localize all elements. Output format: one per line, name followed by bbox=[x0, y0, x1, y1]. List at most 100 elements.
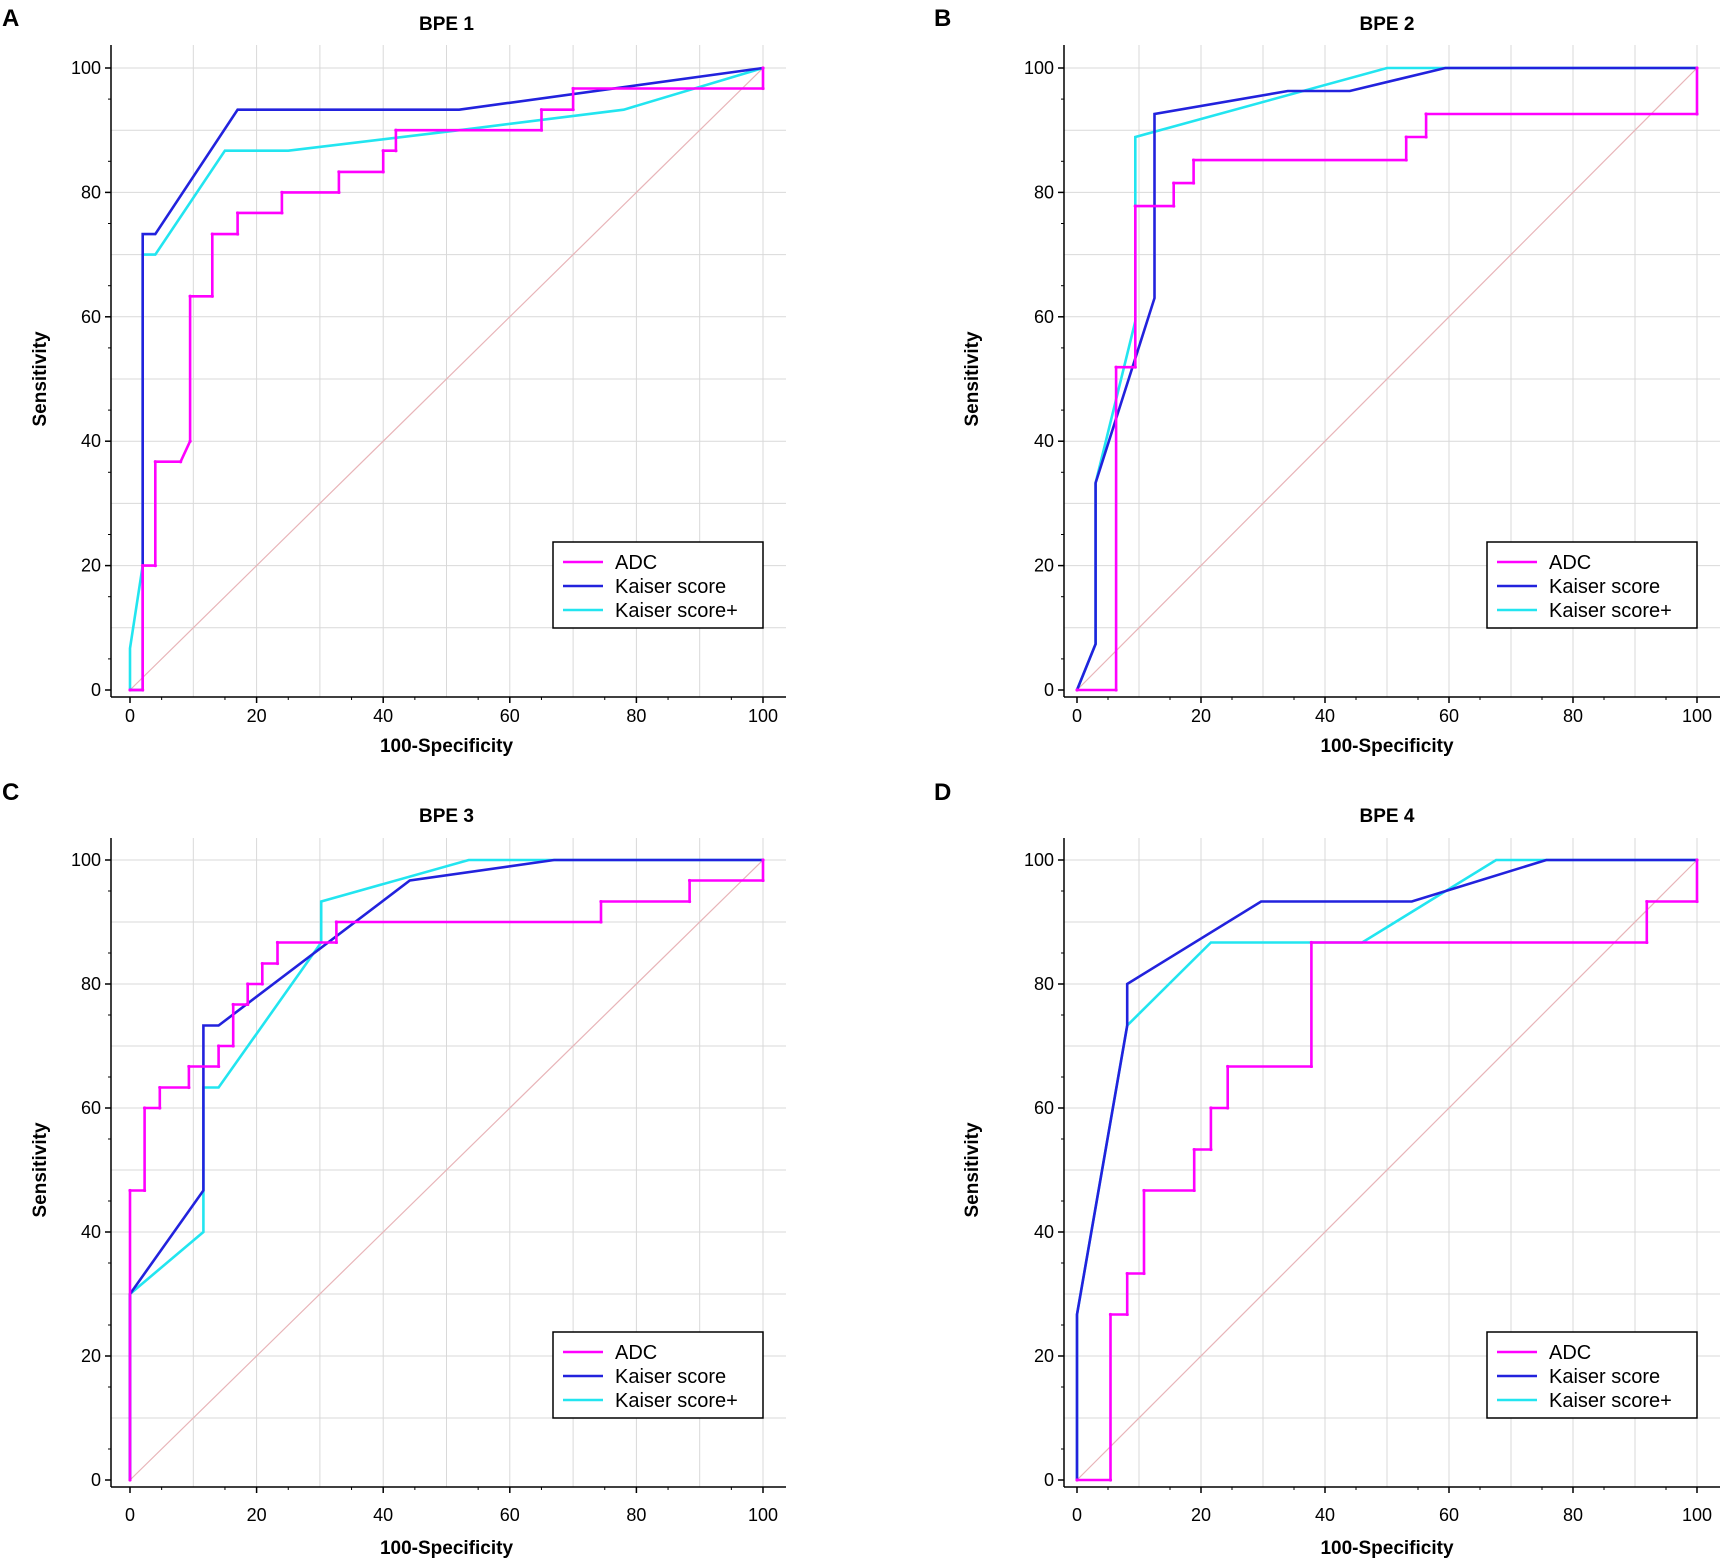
legend-label: Kaiser score bbox=[615, 576, 726, 598]
series-point bbox=[1209, 1147, 1213, 1152]
series-line-adc bbox=[130, 68, 765, 692]
y-tick-label: 40 bbox=[1034, 1222, 1054, 1242]
y-tick-label: 40 bbox=[1034, 431, 1054, 451]
y-tick-label: 80 bbox=[1034, 182, 1054, 202]
series-point bbox=[1309, 1064, 1313, 1069]
series-point bbox=[1424, 112, 1428, 116]
y-tick-label: 60 bbox=[1034, 1098, 1054, 1118]
series-point bbox=[1172, 204, 1176, 208]
y-tick-label: 40 bbox=[81, 1222, 101, 1242]
y-tick-label: 20 bbox=[81, 1346, 101, 1366]
y-tick-label: 0 bbox=[1044, 680, 1054, 700]
series-point bbox=[128, 1478, 132, 1482]
x-tick-label: 60 bbox=[500, 1505, 520, 1525]
series-point bbox=[687, 899, 692, 904]
legend-label: Kaiser score+ bbox=[615, 600, 738, 622]
series-point bbox=[260, 961, 264, 966]
series-point bbox=[179, 460, 183, 464]
series-point bbox=[381, 149, 385, 153]
x-axis-label: 100-Specificity bbox=[1320, 1538, 1453, 1559]
x-tick-label: 60 bbox=[1439, 706, 1459, 726]
x-tick-label: 40 bbox=[1315, 1505, 1335, 1525]
series-point bbox=[231, 1044, 235, 1048]
series-point bbox=[280, 211, 284, 215]
y-tick-label: 80 bbox=[81, 182, 101, 202]
series-point bbox=[1192, 1188, 1196, 1193]
x-tick-label: 0 bbox=[125, 1505, 135, 1525]
series-point bbox=[761, 86, 765, 91]
chart-panel-a: A BPE 1 0 20 40 60 80 100 0 20 40 60 80 100 100-Specif… bbox=[2, 5, 786, 757]
x-tick-label: 20 bbox=[247, 1505, 267, 1525]
x-tick-label: 60 bbox=[1439, 1505, 1459, 1525]
series-point bbox=[334, 940, 338, 945]
x-tick-label: 40 bbox=[1315, 706, 1335, 726]
series-point bbox=[275, 940, 280, 945]
chart-title: BPE 2 bbox=[1360, 14, 1415, 35]
y-tick-label: 0 bbox=[1044, 1470, 1054, 1490]
y-tick-label: 60 bbox=[81, 1098, 101, 1118]
series-point bbox=[1075, 688, 1079, 692]
legend-label: Kaiser score+ bbox=[1549, 1390, 1672, 1412]
series-point bbox=[1226, 1106, 1230, 1110]
x-tick-label: 80 bbox=[626, 1505, 646, 1525]
x-tick-label: 20 bbox=[1191, 706, 1211, 726]
series-point bbox=[334, 920, 338, 924]
legend-label: Kaiser score bbox=[615, 1366, 726, 1388]
series-point bbox=[153, 460, 157, 464]
series-point bbox=[1695, 858, 1699, 862]
y-axis-label: Sensitivity bbox=[30, 331, 51, 426]
series-point bbox=[1191, 158, 1196, 162]
reference-diagonal bbox=[129, 859, 764, 1481]
series-point bbox=[599, 899, 603, 904]
series-point bbox=[1226, 1064, 1230, 1069]
x-tick-label: 0 bbox=[1072, 706, 1082, 726]
series-point bbox=[1114, 688, 1118, 692]
y-axis-label: Sensitivity bbox=[962, 331, 983, 426]
series-point bbox=[1695, 899, 1699, 904]
y-tick-label: 100 bbox=[71, 850, 101, 870]
series-point bbox=[394, 128, 398, 132]
reference-diagonal bbox=[1076, 67, 1698, 691]
chart-panel-d: D BPE 4 0 20 40 60 80 100 0 20 40 60 80 100 100-Specif… bbox=[934, 779, 1720, 1559]
series-point bbox=[381, 170, 385, 174]
panel-letter: A bbox=[2, 5, 19, 32]
series-line-kaiser-score- bbox=[128, 858, 763, 1480]
x-tick-label: 40 bbox=[373, 706, 393, 726]
y-axis-label: Sensitivity bbox=[962, 1122, 983, 1217]
series-point bbox=[1309, 940, 1313, 945]
series-point bbox=[153, 564, 157, 568]
legend-label: Kaiser score bbox=[1549, 576, 1660, 598]
series-point bbox=[188, 439, 192, 443]
series-line-adc bbox=[128, 860, 765, 1480]
legend-label: Kaiser score bbox=[1549, 1366, 1660, 1388]
series-point bbox=[128, 1188, 132, 1193]
legend-label: Kaiser score+ bbox=[615, 1390, 738, 1412]
series-point bbox=[1404, 135, 1408, 139]
panel-letter: D bbox=[934, 779, 951, 806]
y-tick-label: 80 bbox=[1034, 974, 1054, 994]
y-tick-label: 20 bbox=[1034, 1346, 1054, 1366]
x-tick-label: 80 bbox=[626, 706, 646, 726]
reference-diagonal bbox=[129, 67, 764, 691]
series-point bbox=[539, 128, 544, 132]
legend-label: ADC bbox=[615, 552, 657, 574]
series-point bbox=[1142, 1271, 1146, 1276]
series-point bbox=[1645, 899, 1649, 904]
series-point bbox=[761, 878, 765, 883]
x-tick-label: 100 bbox=[748, 1505, 778, 1525]
series-point bbox=[1191, 181, 1196, 185]
panel-letter: C bbox=[2, 779, 19, 806]
series-point bbox=[1192, 1147, 1196, 1152]
series-point bbox=[210, 232, 214, 236]
series-point bbox=[217, 1064, 221, 1069]
series-point bbox=[231, 1002, 235, 1007]
x-tick-label: 40 bbox=[373, 1505, 393, 1525]
panel-letter: B bbox=[934, 5, 951, 32]
x-axis-label: 100-Specificity bbox=[380, 1538, 513, 1559]
y-tick-label: 100 bbox=[1024, 850, 1054, 870]
series-point bbox=[394, 149, 398, 153]
series-point bbox=[142, 1188, 147, 1193]
y-tick-label: 60 bbox=[1034, 307, 1054, 327]
series-point bbox=[599, 920, 603, 924]
y-tick-label: 80 bbox=[81, 974, 101, 994]
